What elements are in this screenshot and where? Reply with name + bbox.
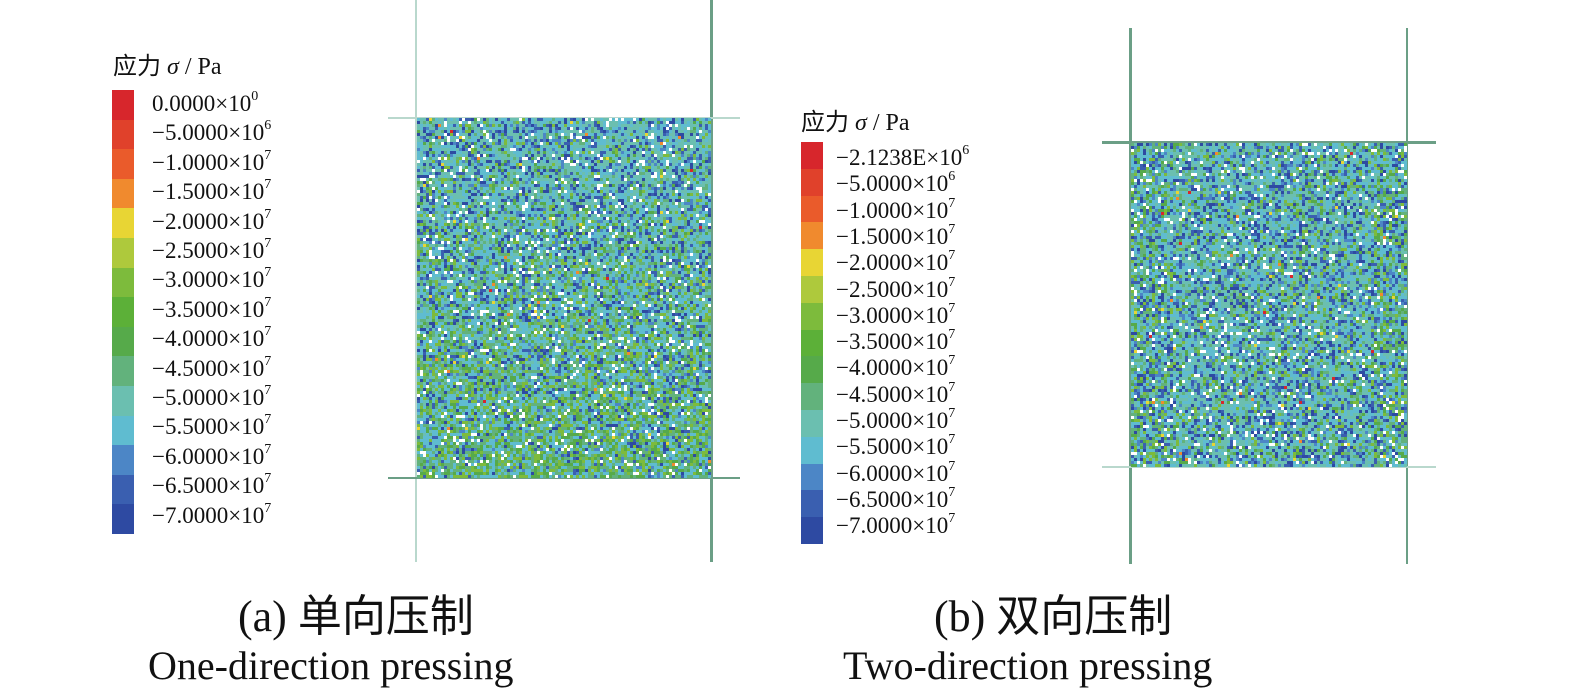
legend-label: −2.0000×107 [152, 206, 272, 234]
sigma-symbol: σ [855, 110, 867, 136]
colorbar-swatch [112, 385, 134, 416]
legend-label: −4.5000×107 [152, 353, 272, 381]
colorbar-swatch [801, 302, 823, 330]
colorbar-swatch [112, 474, 134, 505]
legend-label: −6.5000×107 [152, 471, 272, 499]
legend-label: −1.5000×107 [836, 221, 956, 249]
colorbar-swatch [801, 409, 823, 437]
legend-label: −3.0000×107 [152, 265, 272, 293]
legend-label: −1.0000×107 [152, 147, 272, 175]
legend-label: −5.0000×107 [152, 383, 272, 410]
legend-title-b: 应力 σ / Pa [801, 110, 910, 136]
legend-label: −1.5000×107 [152, 177, 272, 205]
caption-en-a: One-direction pressing [148, 643, 514, 688]
legend-label: 0.0000×100 [152, 89, 259, 116]
colorbar-b [801, 142, 823, 544]
stress-field-one-direction [417, 118, 711, 478]
caption-cn-a: (a) 单向压制 [238, 592, 474, 641]
colorbar-swatch [801, 195, 823, 223]
legend-title-a: 应力 σ / Pa [113, 54, 222, 80]
colorbar-swatch [801, 168, 823, 196]
colorbar-swatch [112, 90, 134, 120]
guide-line-left-b [1129, 28, 1132, 564]
colorbar-swatch [801, 383, 823, 410]
legend-label: −5.5000×107 [152, 412, 272, 440]
caption-cn-b: (b) 双向压制 [934, 592, 1173, 641]
colorbar-swatch [801, 436, 823, 464]
legend-label: −2.5000×107 [152, 236, 272, 263]
guide-line-right-a [710, 0, 713, 562]
colorbar-a [112, 90, 134, 534]
colorbar-swatch [801, 463, 823, 491]
colorbar-swatch [801, 356, 823, 384]
legend-label: −5.0000×106 [152, 118, 272, 146]
guide-line-left-a [415, 0, 417, 562]
colorbar-swatch [801, 222, 823, 250]
legend-label: −4.0000×107 [836, 353, 956, 381]
legend-label: −4.5000×107 [836, 379, 956, 407]
legend-label: −7.0000×107 [836, 511, 956, 539]
colorbar-swatch [112, 297, 134, 327]
legend-label: −5.5000×107 [836, 432, 956, 460]
legend-label: −6.0000×107 [836, 458, 956, 486]
legend-label: −3.0000×107 [836, 300, 956, 328]
colorbar-swatch [801, 275, 823, 303]
colorbar-swatch [112, 326, 134, 357]
legend-label: −5.0000×106 [836, 169, 956, 197]
colorbar-swatch [801, 490, 823, 518]
panel-one-direction: 应力 σ / Pa 0.0000×100 −5.0000×106 −1.0000×1… [0, 0, 780, 700]
colorbar-swatch [112, 445, 134, 475]
stress-field-two-direction [1131, 143, 1407, 467]
legend-label: −6.0000×107 [152, 441, 272, 469]
legend-label: −5.0000×107 [836, 406, 956, 433]
guide-line-bottom-a [388, 477, 740, 479]
colorbar-swatch [801, 329, 823, 357]
colorbar-swatch [112, 149, 134, 179]
legend-label: −4.0000×107 [152, 324, 272, 352]
colorbar-swatch [112, 356, 134, 386]
colorbar-swatch [801, 142, 823, 169]
legend-label: −2.1238E×106 [836, 143, 970, 170]
guide-line-right-b [1406, 28, 1408, 564]
guide-line-top-b [1102, 141, 1436, 144]
colorbar-swatch [112, 208, 134, 238]
caption-en-b: Two-direction pressing [843, 643, 1213, 688]
legend-label: −3.5000×107 [152, 294, 272, 322]
legend-label: −7.0000×107 [152, 500, 272, 528]
colorbar-swatch [112, 504, 134, 534]
sigma-symbol: σ [167, 54, 179, 80]
colorbar-swatch [112, 119, 134, 150]
colorbar-swatch [112, 178, 134, 209]
colorbar-swatch [801, 517, 823, 544]
colorbar-swatch [112, 415, 134, 446]
guide-line-bottom-b [1102, 466, 1436, 468]
legend-label: −3.5000×107 [836, 327, 956, 355]
legend-label: −2.0000×107 [836, 248, 956, 276]
legend-label: −6.5000×107 [836, 484, 956, 512]
legend-label: −2.5000×107 [836, 274, 956, 302]
legend-label: −1.0000×107 [836, 195, 956, 223]
colorbar-swatch [801, 249, 823, 276]
colorbar-swatch [112, 267, 134, 298]
colorbar-swatch [112, 237, 134, 268]
